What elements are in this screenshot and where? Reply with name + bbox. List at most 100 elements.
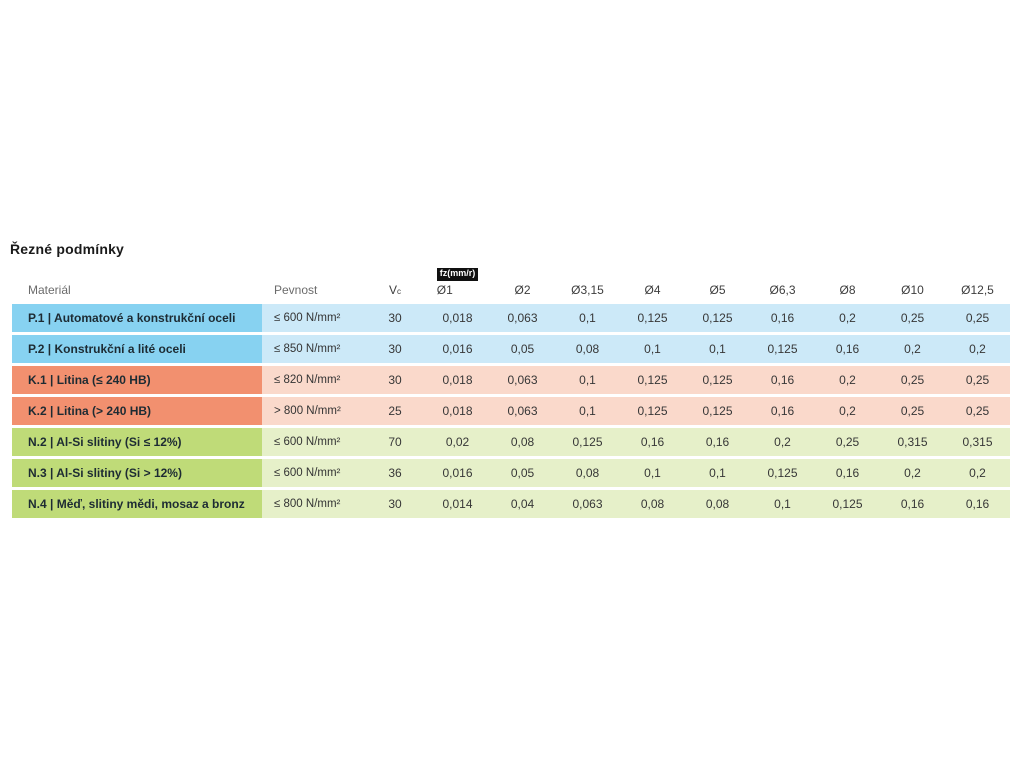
material-cell: N.4 | Měď, slitiny mědi, mosaz a bronz (12, 490, 262, 518)
feed-unit-badge: fz(mm/r) (436, 268, 479, 281)
feed-value-cell: 0,063 (555, 490, 620, 518)
feed-value-cell: 0,08 (490, 428, 555, 456)
feed-value-cell: 0,16 (880, 490, 945, 518)
page-title: Řezné podmínky (10, 241, 125, 257)
strength-cell: ≤ 820 N/mm² (262, 366, 365, 394)
feed-value-cell: 0,1 (555, 304, 620, 332)
column-header-strength: Pevnost (274, 283, 318, 297)
feed-value-cell: 0,1 (555, 397, 620, 425)
table-row: K.2 | Litina (> 240 HB) > 800 N/mm² 25 0,01… (12, 397, 1010, 425)
feed-value-cell: 0,063 (490, 304, 555, 332)
feed-value-cell: 0,25 (880, 397, 945, 425)
feed-value-cell: 0,16 (620, 428, 685, 456)
feed-value-cell: 0,1 (750, 490, 815, 518)
vc-subscript: c (397, 287, 401, 296)
column-header-diameter: Ø3,15 (571, 283, 604, 297)
material-cell: P.2 | Konstrukční a lité oceli (12, 335, 262, 363)
column-header-diameter: Ø10 (901, 283, 924, 297)
feed-value-cell: 0,2 (815, 304, 880, 332)
feed-value-cell: 0,05 (490, 335, 555, 363)
feed-value-cell: 0,2 (945, 459, 1010, 487)
strength-cell: > 800 N/mm² (262, 397, 365, 425)
feed-value-cell: 0,1 (620, 459, 685, 487)
feed-value-cell: 0,16 (750, 304, 815, 332)
feed-value-cell: 0,2 (750, 428, 815, 456)
cutting-speed-cell: 70 (365, 428, 425, 456)
feed-value-cell: 0,125 (685, 366, 750, 394)
feed-value-cell: 0,016 (425, 335, 490, 363)
feed-value-cell: 0,16 (815, 459, 880, 487)
table-row: N.4 | Měď, slitiny mědi, mosaz a bronz ≤ … (12, 490, 1010, 518)
feed-value-cell: 0,05 (490, 459, 555, 487)
table-row: P.2 | Konstrukční a lité oceli ≤ 850 N/mm… (12, 335, 1010, 363)
feed-value-cell: 0,08 (555, 459, 620, 487)
feed-value-cell: 0,018 (425, 366, 490, 394)
strength-cell: ≤ 800 N/mm² (262, 490, 365, 518)
strength-cell: ≤ 600 N/mm² (262, 428, 365, 456)
cutting-speed-cell: 36 (365, 459, 425, 487)
column-header-diameter: Ø12,5 (961, 283, 994, 297)
feed-value-cell: 0,25 (880, 304, 945, 332)
feed-value-cell: 0,014 (425, 490, 490, 518)
feed-value-cell: 0,063 (490, 366, 555, 394)
feed-value-cell: 0,1 (685, 335, 750, 363)
feed-value-cell: 0,315 (880, 428, 945, 456)
feed-value-cell: 0,125 (685, 397, 750, 425)
cutting-speed-cell: 25 (365, 397, 425, 425)
feed-value-cell: 0,125 (555, 428, 620, 456)
feed-value-cell: 0,1 (555, 366, 620, 394)
column-header-diameter: Ø8 (839, 283, 856, 297)
feed-value-cell: 0,1 (685, 459, 750, 487)
diameter-header-label: Ø1 (436, 283, 453, 297)
feed-value-cell: 0,2 (880, 335, 945, 363)
feed-value-cell: 0,2 (880, 459, 945, 487)
feed-value-cell: 0,16 (815, 335, 880, 363)
material-cell: P.1 | Automatové a konstrukční oceli (12, 304, 262, 332)
feed-value-cell: 0,16 (750, 366, 815, 394)
feed-value-cell: 0,08 (620, 490, 685, 518)
vc-symbol: V (388, 283, 397, 297)
strength-cell: ≤ 600 N/mm² (262, 304, 365, 332)
feed-value-cell: 0,08 (555, 335, 620, 363)
feed-value-cell: 0,016 (425, 459, 490, 487)
table-row: N.3 | Al-Si slitiny (Si > 12%) ≤ 600 N/mm… (12, 459, 1010, 487)
material-cell: N.3 | Al-Si slitiny (Si > 12%) (12, 459, 262, 487)
feed-value-cell: 0,25 (880, 366, 945, 394)
feed-value-cell: 0,125 (620, 366, 685, 394)
material-cell: K.2 | Litina (> 240 HB) (12, 397, 262, 425)
cutting-speed-cell: 30 (365, 490, 425, 518)
column-header-diameter: Ø2 (514, 283, 531, 297)
feed-value-cell: 0,02 (425, 428, 490, 456)
feed-value-cell: 0,08 (685, 490, 750, 518)
material-cell: K.1 | Litina (≤ 240 HB) (12, 366, 262, 394)
table-row: K.1 | Litina (≤ 240 HB) ≤ 820 N/mm² 30 0,01… (12, 366, 1010, 394)
table-row: P.1 | Automatové a konstrukční oceli ≤ 60… (12, 304, 1010, 332)
cutting-speed-cell: 30 (365, 335, 425, 363)
strength-cell: ≤ 600 N/mm² (262, 459, 365, 487)
feed-value-cell: 0,125 (750, 335, 815, 363)
feed-value-cell: 0,125 (815, 490, 880, 518)
diameter-header-stack: fz(mm/r) Ø1 (436, 268, 479, 297)
feed-value-cell: 0,2 (945, 335, 1010, 363)
feed-value-cell: 0,25 (945, 366, 1010, 394)
feed-value-cell: 0,125 (750, 459, 815, 487)
feed-value-cell: 0,125 (685, 304, 750, 332)
table-row: N.2 | Al-Si slitiny (Si ≤ 12%) ≤ 600 N/mm… (12, 428, 1010, 456)
feed-value-cell: 0,2 (815, 397, 880, 425)
feed-value-cell: 0,018 (425, 397, 490, 425)
feed-value-cell: 0,125 (620, 304, 685, 332)
column-header-diameter: fz(mm/r) Ø1 (425, 264, 490, 304)
strength-cell: ≤ 850 N/mm² (262, 335, 365, 363)
feed-value-cell: 0,018 (425, 304, 490, 332)
feed-value-cell: 0,16 (750, 397, 815, 425)
column-header-diameter: Ø6,3 (769, 283, 796, 297)
column-header-material: Materiál (28, 283, 71, 297)
cutting-speed-cell: 30 (365, 304, 425, 332)
feed-value-cell: 0,315 (945, 428, 1010, 456)
feed-value-cell: 0,25 (945, 304, 1010, 332)
feed-value-cell: 0,125 (620, 397, 685, 425)
material-cell: N.2 | Al-Si slitiny (Si ≤ 12%) (12, 428, 262, 456)
